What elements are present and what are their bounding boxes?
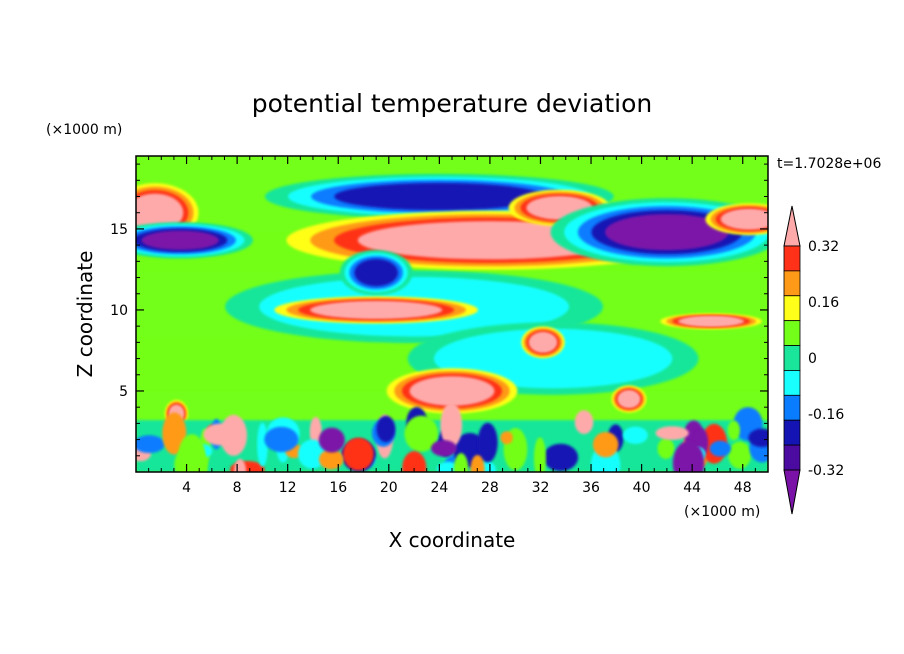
x-tick-label: 8 — [233, 480, 242, 496]
boundary-cell — [257, 422, 268, 467]
colorbar-segment — [783, 345, 801, 371]
colorbar-label: 0.32 — [808, 239, 839, 255]
boundary-cell — [402, 451, 427, 472]
x-axis: 4 8 12 16 20 24 28 32 36 40 44 48 — [148, 156, 756, 496]
boundary-cell — [574, 410, 594, 435]
field-blob-6 — [136, 222, 253, 259]
field-blob-12 — [339, 249, 413, 296]
field-blob-15 — [521, 326, 565, 359]
colorbar-segment — [783, 245, 801, 272]
boundary-cell — [727, 420, 741, 441]
x-tick-label: 44 — [683, 480, 701, 496]
boundary-cell — [655, 426, 689, 440]
x-tick-label: 16 — [329, 480, 347, 496]
colorbar-segment — [783, 394, 801, 421]
boundary-layer — [136, 402, 768, 472]
colorbar-label: 0.16 — [808, 295, 839, 311]
boundary-cell — [709, 440, 731, 457]
boundary-cell — [342, 437, 374, 471]
boundary-cell — [622, 426, 648, 444]
boundary-cell — [162, 412, 187, 455]
x-tick-label: 28 — [481, 480, 499, 496]
field-blob-14 — [660, 313, 762, 330]
y-tick-label: 15 — [110, 222, 128, 238]
boundary-cell — [309, 416, 322, 447]
field-blob-13 — [274, 296, 478, 324]
boundary-cell — [728, 441, 751, 469]
boundary-cell — [318, 449, 344, 470]
x-tick-label: 4 — [182, 480, 191, 496]
boundary-cell — [178, 434, 206, 472]
x-tick-label: 32 — [532, 480, 550, 496]
chart-title: potential temperature deviation — [252, 89, 652, 118]
x-tick-label: 20 — [380, 480, 398, 496]
boundary-cell — [264, 426, 299, 453]
colorbar-extend-min — [783, 469, 801, 515]
boundary-cell — [500, 431, 513, 445]
y-axis-label: Z coordinate — [73, 251, 97, 378]
y-units-label: (×1000 m) — [46, 122, 122, 138]
boundary-cell — [440, 402, 463, 448]
x-tick-label: 12 — [279, 480, 297, 496]
colorbar-label: -0.16 — [808, 407, 844, 423]
colorbar-segment — [783, 444, 801, 471]
heatmap-field — [136, 156, 768, 472]
colorbar-label: 0 — [808, 351, 817, 367]
field-blob-11 — [705, 203, 768, 236]
boundary-cell — [470, 454, 485, 472]
colorbar-label: -0.32 — [808, 463, 844, 479]
colorbar-segment — [783, 270, 801, 297]
boundary-cell — [543, 443, 579, 472]
colorbar-segment — [783, 419, 801, 446]
boundary-cell — [748, 428, 768, 448]
y-axis: 5 10 15 — [110, 163, 768, 457]
y-tick-label: 10 — [110, 303, 128, 319]
boundary-cell — [376, 415, 396, 443]
boundary-cell — [203, 423, 238, 446]
x-tick-label: 48 — [734, 480, 752, 496]
colorbar: 0.32 0.16 0 -0.16 -0.32 — [783, 205, 844, 515]
boundary-cell — [453, 453, 469, 472]
boundary-cell — [404, 415, 439, 452]
time-label: t=1.7028e+06 — [777, 156, 881, 172]
boundary-cell — [672, 440, 705, 472]
y-tick-label: 5 — [119, 384, 128, 400]
boundary-cell — [431, 440, 457, 457]
boundary-cell — [136, 435, 165, 453]
boundary-cell — [477, 422, 498, 463]
colorbar-extend-max — [783, 205, 801, 247]
field-blob-16 — [386, 368, 518, 414]
x-axis-label: X coordinate — [389, 528, 516, 552]
x-tick-label: 40 — [633, 480, 651, 496]
boundary-cell — [592, 431, 619, 458]
boundary-cell — [657, 438, 675, 459]
boundary-cell — [318, 427, 345, 453]
colorbar-segment — [783, 320, 801, 346]
x-tick-label: 36 — [582, 480, 600, 496]
boundary-cell — [533, 437, 546, 472]
colorbar-segment — [783, 370, 801, 396]
x-tick-label: 24 — [430, 480, 448, 496]
colorbar-segment — [783, 295, 801, 322]
field-blob-18 — [611, 385, 647, 413]
x-units-label: (×1000 m) — [684, 504, 760, 520]
